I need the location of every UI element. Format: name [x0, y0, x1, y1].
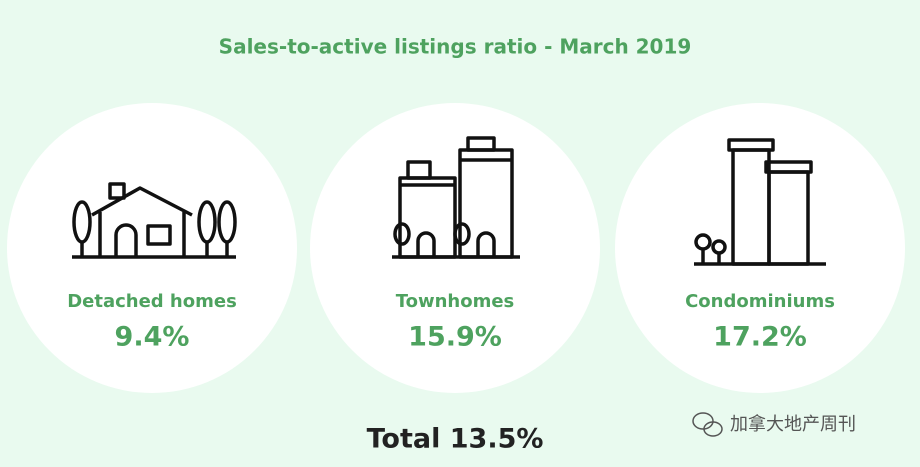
card-circle — [7, 103, 297, 393]
item-value: 17.2% — [713, 322, 807, 353]
card-circle — [615, 103, 905, 393]
condo-icon — [694, 138, 826, 266]
townhome-icon — [392, 136, 520, 259]
item-value: 15.9% — [408, 322, 502, 353]
item-label: Condominiums — [685, 291, 835, 312]
item-label: Detached homes — [67, 291, 237, 312]
item-value: 9.4% — [115, 322, 190, 353]
house-icon — [72, 182, 237, 259]
wechat-icon — [692, 412, 723, 437]
item-label: Townhomes — [396, 291, 515, 312]
watermark: 加拿大地产周刊 — [730, 413, 856, 435]
title: Sales-to-active listings ratio - March 2… — [219, 35, 692, 59]
total: Total 13.5% — [367, 424, 544, 455]
